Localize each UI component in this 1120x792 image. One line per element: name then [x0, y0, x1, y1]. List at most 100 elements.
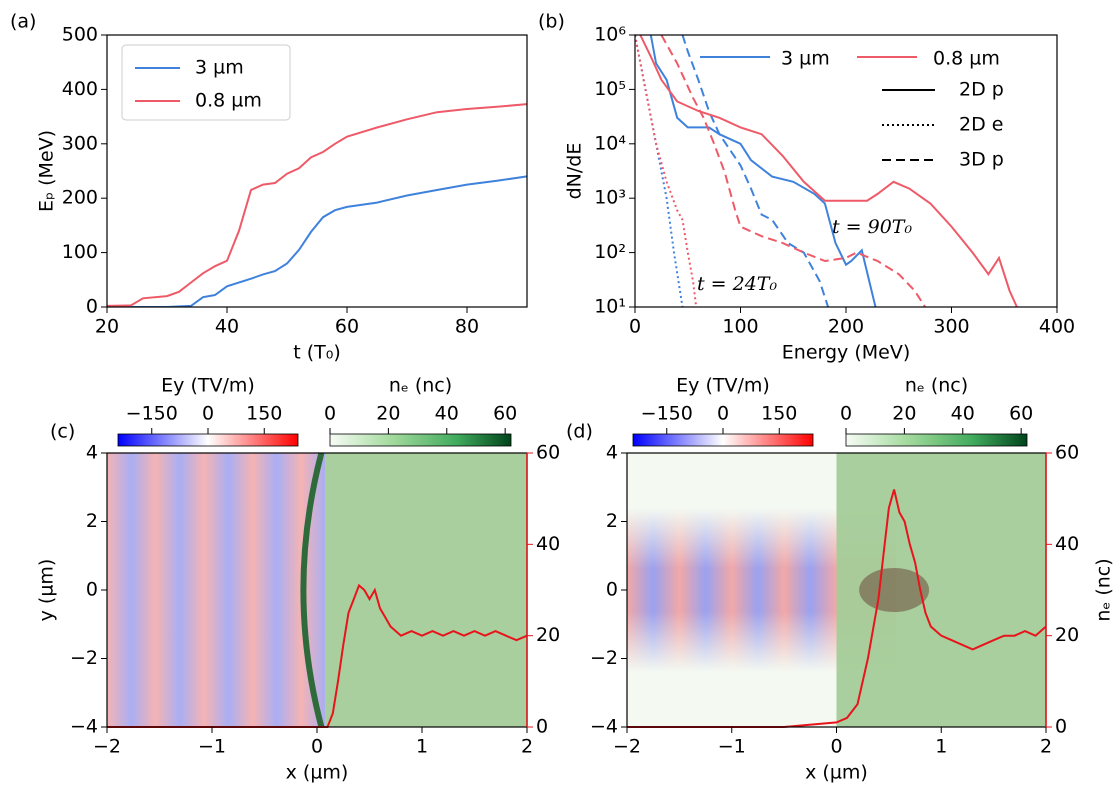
line [107, 103, 527, 307]
y-tick-label: 2 [606, 510, 618, 532]
colorbar-tick-label: 0 [202, 403, 214, 425]
y-tick-label: 4 [86, 442, 98, 464]
legend-label: 0.8 µm [933, 48, 1000, 70]
x-tick-label: 20 [95, 316, 119, 338]
annotation: t = 24T₀ [697, 273, 777, 295]
y-tick-label: 10⁴ [594, 132, 626, 154]
legend-label: 3 µm [195, 57, 244, 79]
y-tick-label: −4 [590, 716, 618, 738]
x-axis-label: t (T₀) [293, 342, 341, 364]
colorbar-tick-label: 150 [761, 403, 797, 425]
colorbar [117, 433, 299, 447]
plasma [325, 453, 527, 727]
y-tick-label: 10⁵ [594, 78, 626, 100]
y2-tick-label: 40 [1055, 533, 1079, 555]
x-tick-label: 40 [215, 316, 239, 338]
x-tick-label: 100 [722, 316, 758, 338]
curve [660, 35, 926, 307]
x-tick-label: 300 [933, 316, 969, 338]
y2-tick-label: 0 [536, 716, 548, 738]
y-tick-label: 300 [62, 132, 98, 154]
colorbar [329, 433, 512, 447]
panel-label: (b) [538, 11, 565, 33]
colorbar-tick-label: −150 [641, 403, 693, 425]
colorbar-tick-label: 150 [246, 403, 282, 425]
curve [639, 35, 1018, 307]
legend-label: 0.8 µm [195, 90, 262, 112]
y-tick-label: 500 [62, 24, 98, 46]
colorbar-tick-label: 20 [376, 403, 400, 425]
panel-label: (d) [566, 421, 593, 443]
curve [649, 35, 877, 307]
annotation: t = 90T₀ [832, 216, 912, 238]
colorbar-label: nₑ (nc) [389, 375, 452, 397]
colorbar-tick-label: 0 [840, 403, 852, 425]
density-line [627, 489, 1047, 728]
x-tick-label: −2 [93, 736, 121, 758]
y-tick-label: 0 [606, 579, 618, 601]
curve [681, 35, 830, 307]
line [107, 175, 527, 307]
y2-tick-label: 60 [536, 442, 560, 464]
axes-frame [106, 34, 528, 308]
y-tick-label: 4 [606, 442, 618, 464]
legend-label: 2D p [959, 79, 1004, 101]
legend-label: 3 µm [781, 48, 830, 70]
x-axis-label: Energy (MeV) [782, 342, 910, 364]
x-tick-label: 400 [1039, 316, 1075, 338]
y-tick-label: 200 [62, 187, 98, 209]
x-axis-label: x (µm) [286, 762, 349, 784]
hot-spot [859, 568, 930, 612]
x-tick-label: 0 [311, 736, 323, 758]
colorbar-label: Ey (TV/m) [676, 375, 770, 397]
y-tick-label: 10³ [594, 187, 626, 209]
colorbar [632, 433, 814, 447]
y-tick-label: −4 [70, 716, 98, 738]
colorbar-tick-label: 0 [324, 403, 336, 425]
colorbar [845, 433, 1028, 447]
y-tick-label: 10⁶ [594, 24, 626, 46]
x-tick-label: 0 [830, 736, 842, 758]
colorbar-tick-label: 40 [435, 403, 459, 425]
y2-tick-label: 60 [1055, 442, 1079, 464]
legend-label: 2D e [959, 114, 1003, 136]
colorbar-label: Ey (TV/m) [161, 375, 255, 397]
y2-tick-label: 20 [536, 624, 560, 646]
y-tick-label: 10² [594, 241, 626, 263]
y2-tick-label: 20 [1055, 624, 1079, 646]
colorbar-label: nₑ (nc) [905, 375, 968, 397]
y-tick-label: −2 [590, 647, 618, 669]
x-tick-label: 60 [335, 316, 359, 338]
x-axis-label: x (µm) [805, 762, 868, 784]
colorbar-tick-label: −150 [126, 403, 178, 425]
x-tick-label: 2 [521, 736, 533, 758]
y2-tick-label: 40 [536, 533, 560, 555]
colorbar-tick-label: 60 [493, 403, 517, 425]
plasma-edge [300, 452, 325, 728]
y-axis-label: dN/dE [564, 143, 586, 200]
colorbar-tick-label: 0 [717, 403, 729, 425]
y-tick-label: 0 [86, 579, 98, 601]
x-tick-label: 2 [1040, 736, 1052, 758]
x-tick-label: 0 [629, 316, 641, 338]
x-tick-label: 1 [416, 736, 428, 758]
density-line [107, 583, 528, 728]
field-waves [107, 453, 326, 727]
colorbar-tick-label: 40 [951, 403, 975, 425]
x-tick-label: 1 [935, 736, 947, 758]
y-axis-label: Eₚ (MeV) [36, 130, 58, 212]
y-tick-label: 100 [62, 241, 98, 263]
legend-label: 3D p [959, 149, 1004, 171]
y-tick-label: 400 [62, 78, 98, 100]
y-tick-label: 2 [86, 510, 98, 532]
panel-label: (c) [50, 421, 75, 443]
colorbar-tick-label: 60 [1009, 403, 1033, 425]
panel-label: (a) [10, 11, 36, 33]
x-tick-label: 80 [455, 316, 479, 338]
y2-axis-label: nₑ (nc) [1093, 558, 1115, 621]
y-tick-label: 0 [86, 296, 98, 318]
x-tick-label: 200 [828, 316, 864, 338]
x-tick-label: −1 [198, 736, 226, 758]
y-axis-label: y (µm) [36, 559, 58, 622]
